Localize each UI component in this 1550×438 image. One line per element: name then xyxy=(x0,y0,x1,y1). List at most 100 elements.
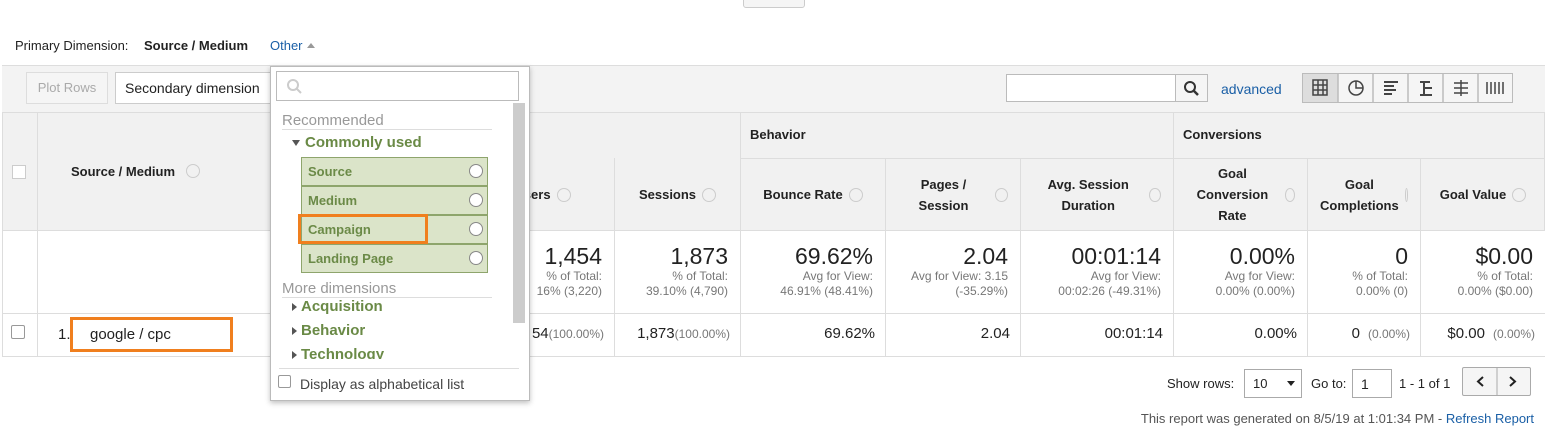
header-text[interactable]: Goal Value xyxy=(1439,187,1507,202)
section-title: Recommended xyxy=(282,112,384,129)
total-note: 16% (3,220) xyxy=(536,284,602,298)
row-checkbox[interactable] xyxy=(11,325,25,339)
total-value: 1,873 xyxy=(670,243,728,269)
group-title: Commonly used xyxy=(305,134,422,151)
total-value: 2.04 xyxy=(963,243,1008,269)
row-index: 1. xyxy=(58,326,71,343)
dimension-option[interactable]: Medium xyxy=(301,186,488,215)
total-note: Avg for View: xyxy=(1090,269,1161,283)
dimension-dropdown: Recommended Commonly used Source Medium Camp… xyxy=(270,66,530,401)
row-cell: 69.62% xyxy=(740,313,885,356)
plot-rows-button[interactable]: Plot Rows xyxy=(26,72,108,104)
row-cell: 0.00% xyxy=(1173,313,1307,356)
total-note: % of Total: xyxy=(1477,269,1533,283)
select-caret xyxy=(1287,381,1295,386)
page-input[interactable]: 1 xyxy=(1352,369,1392,398)
pager[interactable] xyxy=(1462,367,1531,396)
header-text[interactable]: Goal Completions xyxy=(1320,176,1399,213)
row-cell: 0 (0.00%) xyxy=(1307,313,1420,356)
section-rule xyxy=(282,129,492,130)
help-icon xyxy=(994,187,1008,202)
primary-value[interactable]: Source / Medium xyxy=(144,38,249,53)
total-note: 0.00% ($0.00) xyxy=(1457,284,1533,298)
row-cell: 54(100.00%) xyxy=(470,313,614,356)
total-note: 39.10% (4,790) xyxy=(645,284,728,298)
scrollbar[interactable] xyxy=(513,103,525,323)
other-link[interactable]: Other xyxy=(270,38,303,53)
tri-down xyxy=(292,140,300,146)
header-text[interactable]: Sessions xyxy=(638,187,697,202)
total-note: % of Total: xyxy=(1352,269,1408,283)
help-icon xyxy=(556,187,571,202)
header-checkbox[interactable] xyxy=(12,165,26,179)
row-value: 1,873 xyxy=(637,325,675,342)
view-switcher xyxy=(1302,73,1513,103)
alpha-label: Display as alphabetical list xyxy=(300,376,465,392)
group-title[interactable]: Behavior xyxy=(301,322,366,339)
rows-select[interactable]: 10 xyxy=(1244,369,1302,398)
checkbox-cell xyxy=(2,112,38,356)
total-cell: $0.00% of Total: 0.00% ($0.00) xyxy=(1420,231,1545,313)
report-note: This report was generated on 8/5/19 at 1… xyxy=(1141,411,1534,426)
row-cell: $0.00 (0.00%) xyxy=(1420,313,1545,356)
total-cell: 69.62% Avg for View: 46.91% (48.41%) xyxy=(740,231,885,313)
row-value: 00:01:14 xyxy=(1104,325,1163,342)
search-input[interactable] xyxy=(1006,74,1176,102)
total-cell: 1,454% of Total: 16% (3,220) xyxy=(470,231,614,313)
help-icon xyxy=(702,187,717,202)
row-value: 0 xyxy=(1351,325,1360,342)
collapse-tab[interactable] xyxy=(743,0,805,8)
dimension-option[interactable]: Landing Page xyxy=(301,244,488,273)
total-cell: 0% of Total: 0.00% (0) xyxy=(1307,231,1420,313)
header-text[interactable]: Bounce Rate xyxy=(763,187,843,202)
row-percent: (0.00%) xyxy=(1367,327,1410,341)
refresh-link[interactable]: Refresh Report xyxy=(1445,411,1534,426)
help-icon xyxy=(1284,187,1295,202)
header-text[interactable]: Goal Conversion Rate xyxy=(1196,166,1269,223)
secondary-dimension[interactable]: Secondary dimension xyxy=(115,72,285,104)
total-note: % of Total: xyxy=(546,269,602,283)
column-header: Goal Value xyxy=(1420,158,1545,231)
tri-right xyxy=(292,303,297,311)
total-cell: 0.00% Avg for View: 0.00% (0.00%) xyxy=(1173,231,1307,313)
row-value: 54 xyxy=(531,325,549,342)
group-header: Behavior xyxy=(740,112,1173,158)
row-percent: (0.00%) xyxy=(1492,327,1535,341)
help-icon xyxy=(848,187,863,202)
column-header: Goal Completions xyxy=(1307,158,1420,231)
search-button[interactable] xyxy=(1175,74,1208,102)
help-icon xyxy=(469,251,483,265)
section-rule xyxy=(282,297,492,298)
total-note: 46.91% (48.41%) xyxy=(780,284,873,298)
row-percent: (100.00%) xyxy=(548,327,604,341)
section-title: More dimensions xyxy=(282,280,397,297)
row-dimension[interactable]: google / cpc xyxy=(90,326,171,343)
total-cell: 2.04 Avg for View: 3.15 (-35.29%) xyxy=(885,231,1020,313)
row-value: 69.62% xyxy=(824,325,875,342)
row-cell: 00:01:14 xyxy=(1020,313,1173,356)
row-percent: (100.00%) xyxy=(674,327,730,341)
total-value: 0.00% xyxy=(1229,243,1295,269)
row-line xyxy=(2,356,1545,357)
dimension-highlight xyxy=(70,317,233,352)
header-text[interactable]: Avg. Session Duration xyxy=(1047,176,1129,213)
goto-label: Go to: xyxy=(1311,376,1347,391)
dropdown-search[interactable] xyxy=(276,71,519,101)
separator xyxy=(279,368,519,369)
header-text[interactable]: Pages / Session xyxy=(918,176,969,213)
advanced-link[interactable]: advanced xyxy=(1221,81,1282,97)
caret xyxy=(307,43,315,48)
report-text: This report was generated on 8/5/19 at 1… xyxy=(1140,411,1446,426)
total-note: (-35.29%) xyxy=(955,284,1008,298)
total-value: 69.62% xyxy=(794,243,873,269)
total-note: Avg for View: 3.15 xyxy=(911,269,1008,283)
alpha-checkbox[interactable] xyxy=(278,375,291,388)
group-line xyxy=(740,158,1545,159)
row-line xyxy=(2,313,1545,314)
group-title[interactable]: Acquisition xyxy=(301,298,383,315)
group-title[interactable]: Technology xyxy=(301,346,385,359)
help-icon xyxy=(1404,187,1408,202)
dimension-option[interactable]: Source xyxy=(301,157,488,186)
help-icon xyxy=(469,222,483,236)
